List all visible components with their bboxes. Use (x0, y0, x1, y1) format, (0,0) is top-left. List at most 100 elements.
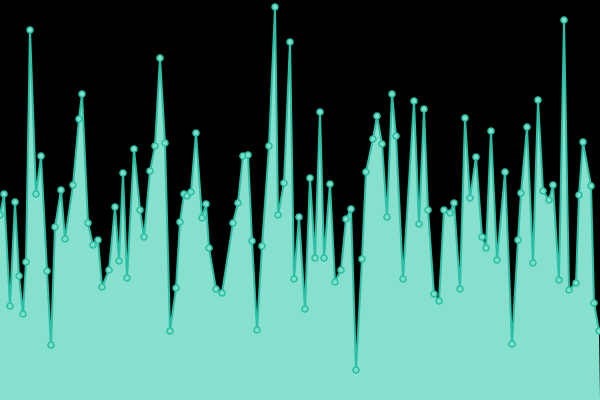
data-point[interactable] (115, 257, 123, 265)
data-point[interactable] (446, 209, 454, 217)
data-point[interactable] (461, 114, 469, 122)
data-point[interactable] (435, 297, 443, 305)
data-point[interactable] (523, 123, 531, 131)
data-point[interactable] (508, 340, 516, 348)
data-point[interactable] (11, 198, 19, 206)
data-point[interactable] (301, 305, 309, 313)
data-point[interactable] (0, 211, 4, 219)
data-point[interactable] (373, 112, 381, 120)
data-point[interactable] (320, 254, 328, 262)
data-point[interactable] (26, 26, 34, 34)
data-point[interactable] (514, 236, 522, 244)
data-point[interactable] (84, 219, 92, 227)
data-point[interactable] (176, 218, 184, 226)
data-point[interactable] (456, 285, 464, 293)
data-point[interactable] (572, 279, 580, 287)
data-point[interactable] (19, 310, 27, 318)
data-point[interactable] (378, 140, 386, 148)
data-point[interactable] (94, 236, 102, 244)
data-point[interactable] (560, 16, 568, 24)
data-point[interactable] (362, 168, 370, 176)
data-point[interactable] (15, 272, 23, 280)
data-point[interactable] (545, 196, 553, 204)
data-point[interactable] (156, 54, 164, 62)
data-point[interactable] (119, 169, 127, 177)
data-point[interactable] (37, 152, 45, 160)
data-point[interactable] (424, 206, 432, 214)
data-point[interactable] (347, 205, 355, 213)
data-point[interactable] (311, 254, 319, 262)
data-point[interactable] (202, 200, 210, 208)
data-point[interactable] (234, 199, 242, 207)
data-point[interactable] (590, 299, 598, 307)
data-point[interactable] (534, 96, 542, 104)
data-point[interactable] (579, 138, 587, 146)
data-point[interactable] (280, 179, 288, 187)
data-point[interactable] (32, 190, 40, 198)
data-point[interactable] (166, 327, 174, 335)
data-point[interactable] (575, 191, 583, 199)
data-point[interactable] (205, 244, 213, 252)
data-point[interactable] (47, 341, 55, 349)
data-point[interactable] (244, 151, 252, 159)
data-point[interactable] (161, 139, 169, 147)
data-point[interactable] (229, 219, 237, 227)
data-point[interactable] (388, 90, 396, 98)
data-point[interactable] (172, 284, 180, 292)
data-point[interactable] (549, 181, 557, 189)
data-point[interactable] (271, 3, 279, 11)
data-point[interactable] (316, 108, 324, 116)
data-point[interactable] (392, 132, 400, 140)
data-point[interactable] (440, 206, 448, 214)
data-point[interactable] (218, 289, 226, 297)
data-point[interactable] (331, 278, 339, 286)
data-point[interactable] (517, 189, 525, 197)
data-point[interactable] (399, 275, 407, 283)
data-point[interactable] (290, 275, 298, 283)
data-point[interactable] (111, 203, 119, 211)
data-point[interactable] (248, 237, 256, 245)
data-point[interactable] (430, 290, 438, 298)
data-point[interactable] (529, 259, 537, 267)
data-point[interactable] (258, 242, 266, 250)
data-point[interactable] (89, 241, 97, 249)
data-point[interactable] (595, 327, 600, 335)
data-point[interactable] (274, 211, 282, 219)
data-point[interactable] (342, 215, 350, 223)
data-point[interactable] (555, 276, 563, 284)
data-point[interactable] (466, 194, 474, 202)
data-point[interactable] (51, 223, 59, 231)
data-point[interactable] (265, 142, 273, 150)
data-point[interactable] (539, 187, 547, 195)
data-point[interactable] (6, 302, 14, 310)
data-point[interactable] (212, 285, 220, 293)
data-point[interactable] (487, 127, 495, 135)
data-point[interactable] (140, 233, 148, 241)
data-point[interactable] (410, 97, 418, 105)
data-point[interactable] (358, 255, 366, 263)
data-point[interactable] (420, 105, 428, 113)
data-point[interactable] (352, 366, 360, 374)
data-point[interactable] (61, 235, 69, 243)
data-point[interactable] (78, 90, 86, 98)
data-point[interactable] (326, 180, 334, 188)
data-point[interactable] (295, 213, 303, 221)
data-point[interactable] (69, 181, 77, 189)
data-point[interactable] (337, 266, 345, 274)
data-point[interactable] (493, 256, 501, 264)
data-point[interactable] (0, 190, 8, 198)
data-point[interactable] (22, 258, 30, 266)
data-point[interactable] (383, 213, 391, 221)
data-point[interactable] (415, 220, 423, 228)
data-point[interactable] (151, 142, 159, 150)
data-point[interactable] (253, 326, 261, 334)
data-point[interactable] (192, 129, 200, 137)
data-point[interactable] (105, 266, 113, 274)
data-point[interactable] (43, 267, 51, 275)
data-point[interactable] (57, 186, 65, 194)
data-point[interactable] (123, 274, 131, 282)
data-point[interactable] (565, 286, 573, 294)
data-point[interactable] (187, 188, 195, 196)
data-point[interactable] (98, 283, 106, 291)
data-point[interactable] (482, 244, 490, 252)
